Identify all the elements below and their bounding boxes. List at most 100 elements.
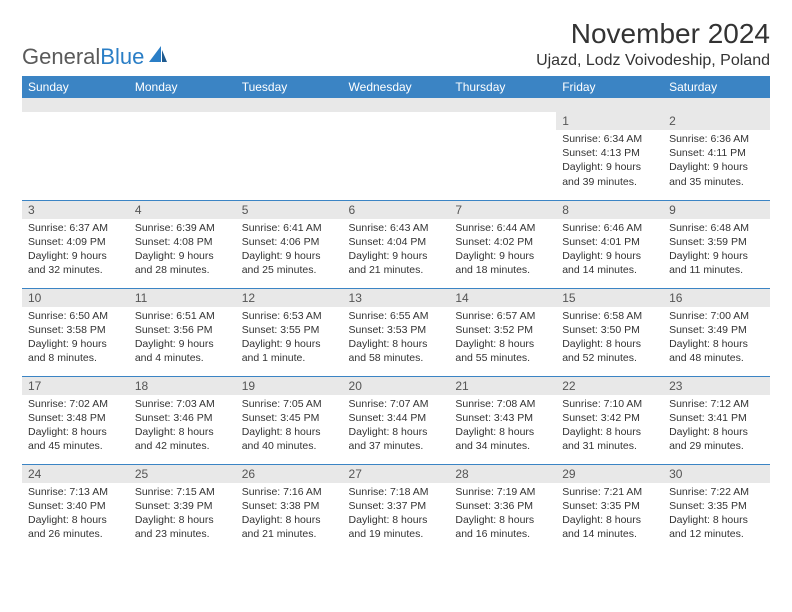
page-header: GeneralBlue November 2024 Ujazd, Lodz Vo… — [22, 18, 770, 70]
day-number: 2 — [663, 112, 770, 130]
sunrise-text: Sunrise: 6:58 AM — [562, 309, 657, 323]
day-number: 21 — [449, 377, 556, 395]
logo-text-1: General — [22, 44, 100, 70]
calendar-table: SundayMondayTuesdayWednesdayThursdayFrid… — [22, 76, 770, 552]
calendar-week: 1Sunrise: 6:34 AMSunset: 4:13 PMDaylight… — [22, 112, 770, 200]
sunrise-text: Sunrise: 7:00 AM — [669, 309, 764, 323]
sunrise-text: Sunrise: 7:02 AM — [28, 397, 123, 411]
calendar-day: 15Sunrise: 6:58 AMSunset: 3:50 PMDayligh… — [556, 288, 663, 376]
calendar-day: 18Sunrise: 7:03 AMSunset: 3:46 PMDayligh… — [129, 376, 236, 464]
day-number: 15 — [556, 289, 663, 307]
day-details: Sunrise: 7:13 AMSunset: 3:40 PMDaylight:… — [22, 483, 129, 546]
sunrise-text: Sunrise: 6:46 AM — [562, 221, 657, 235]
logo-text-2: Blue — [100, 44, 144, 70]
sunrise-text: Sunrise: 6:41 AM — [242, 221, 337, 235]
sunset-text: Sunset: 4:04 PM — [349, 235, 444, 249]
blank-cell — [22, 98, 129, 112]
sunrise-text: Sunrise: 7:10 AM — [562, 397, 657, 411]
calendar-day: 9Sunrise: 6:48 AMSunset: 3:59 PMDaylight… — [663, 200, 770, 288]
calendar-day: 21Sunrise: 7:08 AMSunset: 3:43 PMDayligh… — [449, 376, 556, 464]
sunset-text: Sunset: 4:02 PM — [455, 235, 550, 249]
day-number: 14 — [449, 289, 556, 307]
title-block: November 2024 Ujazd, Lodz Voivodeship, P… — [536, 18, 770, 70]
day-details: Sunrise: 6:53 AMSunset: 3:55 PMDaylight:… — [236, 307, 343, 370]
calendar-day: 27Sunrise: 7:18 AMSunset: 3:37 PMDayligh… — [343, 464, 450, 552]
calendar-day: 20Sunrise: 7:07 AMSunset: 3:44 PMDayligh… — [343, 376, 450, 464]
calendar-day: 26Sunrise: 7:16 AMSunset: 3:38 PMDayligh… — [236, 464, 343, 552]
day-number: 16 — [663, 289, 770, 307]
sunset-text: Sunset: 3:50 PM — [562, 323, 657, 337]
day-details: Sunrise: 6:50 AMSunset: 3:58 PMDaylight:… — [22, 307, 129, 370]
day-number: 22 — [556, 377, 663, 395]
sunrise-text: Sunrise: 6:51 AM — [135, 309, 230, 323]
daylight-text: Daylight: 8 hours and 48 minutes. — [669, 337, 764, 365]
day-details: Sunrise: 6:58 AMSunset: 3:50 PMDaylight:… — [556, 307, 663, 370]
daylight-text: Daylight: 8 hours and 14 minutes. — [562, 513, 657, 541]
day-details: Sunrise: 6:43 AMSunset: 4:04 PMDaylight:… — [343, 219, 450, 282]
daylight-text: Daylight: 9 hours and 25 minutes. — [242, 249, 337, 277]
calendar-day — [22, 112, 129, 200]
sunset-text: Sunset: 3:42 PM — [562, 411, 657, 425]
sunset-text: Sunset: 3:56 PM — [135, 323, 230, 337]
logo: GeneralBlue — [22, 44, 169, 70]
sunset-text: Sunset: 3:36 PM — [455, 499, 550, 513]
sunset-text: Sunset: 3:39 PM — [135, 499, 230, 513]
day-number: 9 — [663, 201, 770, 219]
day-number: 1 — [556, 112, 663, 130]
sunrise-text: Sunrise: 7:18 AM — [349, 485, 444, 499]
day-details: Sunrise: 7:08 AMSunset: 3:43 PMDaylight:… — [449, 395, 556, 458]
daylight-text: Daylight: 9 hours and 4 minutes. — [135, 337, 230, 365]
day-number: 26 — [236, 465, 343, 483]
calendar-day: 10Sunrise: 6:50 AMSunset: 3:58 PMDayligh… — [22, 288, 129, 376]
day-details: Sunrise: 6:46 AMSunset: 4:01 PMDaylight:… — [556, 219, 663, 282]
sunrise-text: Sunrise: 7:08 AM — [455, 397, 550, 411]
daylight-text: Daylight: 9 hours and 1 minute. — [242, 337, 337, 365]
day-details: Sunrise: 6:48 AMSunset: 3:59 PMDaylight:… — [663, 219, 770, 282]
daylight-text: Daylight: 8 hours and 23 minutes. — [135, 513, 230, 541]
daylight-text: Daylight: 8 hours and 21 minutes. — [242, 513, 337, 541]
calendar-day: 3Sunrise: 6:37 AMSunset: 4:09 PMDaylight… — [22, 200, 129, 288]
day-details: Sunrise: 7:18 AMSunset: 3:37 PMDaylight:… — [343, 483, 450, 546]
sunset-text: Sunset: 4:01 PM — [562, 235, 657, 249]
calendar-day: 25Sunrise: 7:15 AMSunset: 3:39 PMDayligh… — [129, 464, 236, 552]
calendar-day: 19Sunrise: 7:05 AMSunset: 3:45 PMDayligh… — [236, 376, 343, 464]
sunset-text: Sunset: 4:13 PM — [562, 146, 657, 160]
calendar-day — [236, 112, 343, 200]
day-number: 28 — [449, 465, 556, 483]
sunset-text: Sunset: 3:49 PM — [669, 323, 764, 337]
day-number: 30 — [663, 465, 770, 483]
sunrise-text: Sunrise: 7:12 AM — [669, 397, 764, 411]
calendar-body: 1Sunrise: 6:34 AMSunset: 4:13 PMDaylight… — [22, 98, 770, 552]
day-header: Saturday — [663, 76, 770, 98]
sunrise-text: Sunrise: 6:55 AM — [349, 309, 444, 323]
calendar-week: 17Sunrise: 7:02 AMSunset: 3:48 PMDayligh… — [22, 376, 770, 464]
day-details: Sunrise: 6:55 AMSunset: 3:53 PMDaylight:… — [343, 307, 450, 370]
daylight-text: Daylight: 8 hours and 12 minutes. — [669, 513, 764, 541]
day-details: Sunrise: 7:21 AMSunset: 3:35 PMDaylight:… — [556, 483, 663, 546]
daylight-text: Daylight: 8 hours and 16 minutes. — [455, 513, 550, 541]
sunrise-text: Sunrise: 7:03 AM — [135, 397, 230, 411]
calendar-day: 11Sunrise: 6:51 AMSunset: 3:56 PMDayligh… — [129, 288, 236, 376]
day-details: Sunrise: 6:57 AMSunset: 3:52 PMDaylight:… — [449, 307, 556, 370]
daylight-text: Daylight: 8 hours and 58 minutes. — [349, 337, 444, 365]
sunset-text: Sunset: 3:52 PM — [455, 323, 550, 337]
day-header: Sunday — [22, 76, 129, 98]
sunset-text: Sunset: 3:45 PM — [242, 411, 337, 425]
sunrise-text: Sunrise: 7:19 AM — [455, 485, 550, 499]
day-number: 7 — [449, 201, 556, 219]
daylight-text: Daylight: 9 hours and 14 minutes. — [562, 249, 657, 277]
calendar-day: 24Sunrise: 7:13 AMSunset: 3:40 PMDayligh… — [22, 464, 129, 552]
day-details: Sunrise: 7:00 AMSunset: 3:49 PMDaylight:… — [663, 307, 770, 370]
calendar-day: 5Sunrise: 6:41 AMSunset: 4:06 PMDaylight… — [236, 200, 343, 288]
day-number: 12 — [236, 289, 343, 307]
calendar-day: 8Sunrise: 6:46 AMSunset: 4:01 PMDaylight… — [556, 200, 663, 288]
calendar-day: 14Sunrise: 6:57 AMSunset: 3:52 PMDayligh… — [449, 288, 556, 376]
blank-cell — [663, 98, 770, 112]
day-header-row: SundayMondayTuesdayWednesdayThursdayFrid… — [22, 76, 770, 98]
calendar-day: 7Sunrise: 6:44 AMSunset: 4:02 PMDaylight… — [449, 200, 556, 288]
sunset-text: Sunset: 3:53 PM — [349, 323, 444, 337]
calendar-day: 17Sunrise: 7:02 AMSunset: 3:48 PMDayligh… — [22, 376, 129, 464]
day-details: Sunrise: 6:51 AMSunset: 3:56 PMDaylight:… — [129, 307, 236, 370]
blank-cell — [449, 98, 556, 112]
daylight-text: Daylight: 9 hours and 18 minutes. — [455, 249, 550, 277]
